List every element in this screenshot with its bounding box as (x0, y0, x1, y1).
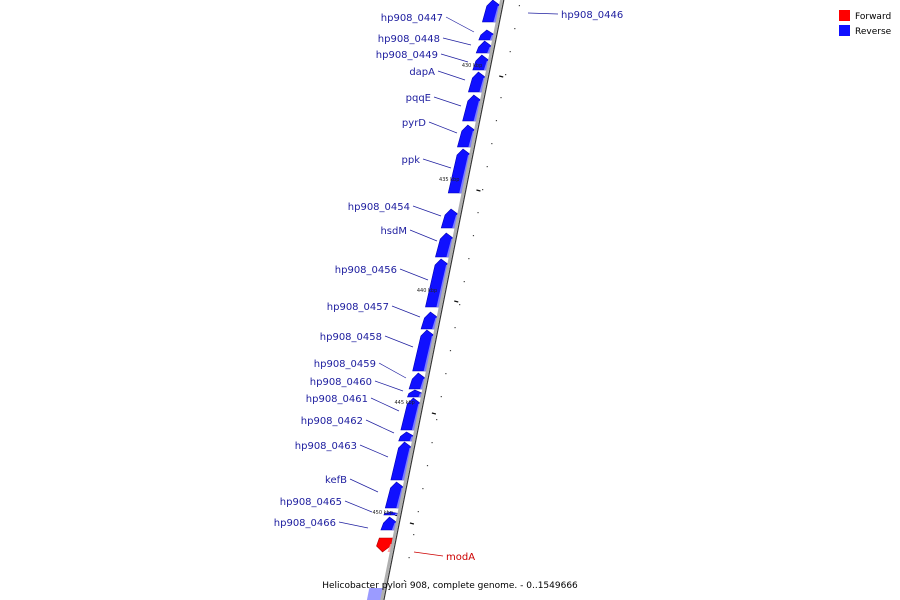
leader-line (527, 12, 559, 15)
gene-label: hp908_0454 (348, 202, 410, 213)
major-tick-right (476, 189, 481, 192)
minor-tick (449, 350, 452, 352)
minor-tick (491, 143, 493, 145)
minor-tick (500, 97, 502, 99)
minor-tick (454, 327, 456, 329)
major-tick-right (499, 75, 504, 78)
leader-line (344, 500, 373, 513)
minor-tick (403, 580, 406, 582)
leader-line (384, 335, 414, 348)
gene-label: ppk (402, 155, 421, 166)
gene-block-partial (366, 588, 384, 600)
gene-label: hp908_0456 (335, 265, 397, 276)
minor-tick (486, 166, 488, 168)
minor-tick (482, 189, 484, 191)
gene-label: hp908_0449 (376, 50, 438, 61)
gene-label: dapA (409, 67, 435, 78)
gene-label: hp908_0461 (306, 394, 368, 405)
leader-line (412, 205, 442, 217)
minor-tick (509, 51, 511, 53)
minor-tick (440, 396, 442, 398)
gene-label: hp908_0447 (381, 13, 443, 24)
major-tick-right (431, 412, 437, 415)
leader-line (370, 397, 400, 412)
minor-tick (472, 235, 475, 237)
tick-label: 430 kbp (462, 63, 482, 69)
leader-line (413, 551, 444, 557)
gene-label: hp908_0462 (301, 416, 363, 427)
gene-label: pyrD (402, 118, 426, 129)
minor-tick (413, 534, 415, 536)
tick-label: 445 kbp (394, 400, 414, 406)
leader-line (442, 37, 472, 46)
tick-label: 440 kbp (417, 288, 437, 294)
gene-label: kefB (325, 475, 347, 486)
genome-title: Helicobacter pylori 908, complete genome… (322, 581, 578, 591)
legend: Forward Reverse (839, 10, 892, 37)
leader-line (349, 478, 379, 493)
minor-tick (505, 74, 507, 76)
minor-ticks (403, 5, 521, 582)
gene-label: hp908_0463 (295, 441, 357, 452)
minor-tick (459, 304, 461, 306)
leader-line (359, 444, 389, 458)
leader-line (365, 419, 395, 434)
major-tick-right (454, 300, 459, 303)
legend-reverse-swatch (839, 25, 850, 36)
leader-line (428, 121, 458, 134)
gene-label: hp908_0458 (320, 332, 382, 343)
minor-tick (422, 488, 424, 490)
minor-tick (514, 28, 516, 30)
gene-label: pqqE (406, 93, 431, 104)
leader-line (409, 229, 438, 242)
major-tick-right (409, 522, 415, 525)
legend-reverse-label: Reverse (855, 27, 892, 37)
minor-tick (436, 419, 438, 421)
label-leader-lines (338, 12, 559, 557)
legend-forward-label: Forward (855, 12, 891, 22)
gene-label: hp908_0466 (274, 518, 336, 529)
leader-line (378, 362, 407, 379)
minor-tick (518, 5, 521, 7)
legend-forward-swatch (839, 10, 850, 21)
tick-label: 435 kbp (439, 177, 459, 183)
tick-label: 450 kbp (373, 510, 393, 516)
gene-label: hsdM (380, 226, 407, 237)
leader-line (374, 380, 404, 392)
gene-hp908_0460 (407, 389, 424, 398)
gene-label: modA (446, 552, 475, 563)
minor-tick (431, 442, 433, 444)
minor-tick (468, 258, 470, 260)
minor-tick (426, 465, 429, 467)
leader-line (437, 70, 466, 81)
gene-label: hp908_0465 (280, 497, 342, 508)
minor-tick (445, 373, 447, 375)
minor-tick (463, 281, 465, 283)
leader-line (338, 521, 369, 529)
minor-tick (477, 212, 479, 214)
gene-labels: hp908_0446 hp908_0447 hp908_0448 hp908_0449… (274, 10, 623, 563)
gene-label: hp908_0460 (310, 377, 372, 388)
leader-line (433, 96, 462, 107)
leader-line (445, 16, 475, 33)
leader-line (422, 158, 452, 169)
gene-label: hp908_0446 (561, 10, 623, 21)
leader-line (399, 268, 429, 281)
gene-hp908_0462 (398, 431, 415, 442)
position-tick-labels: 430 kbp 435 kbp 440 kbp 445 kbp 450 kbp (373, 63, 483, 516)
gene-label: hp908_0457 (327, 302, 389, 313)
minor-tick (408, 557, 410, 559)
sequence-backbone (380, 0, 505, 600)
gene-label: hp908_0448 (378, 34, 440, 45)
minor-tick (417, 511, 419, 513)
gene-label: hp908_0459 (314, 359, 376, 370)
minor-tick (495, 120, 498, 122)
leader-line (440, 53, 469, 63)
leader-line (391, 305, 421, 318)
